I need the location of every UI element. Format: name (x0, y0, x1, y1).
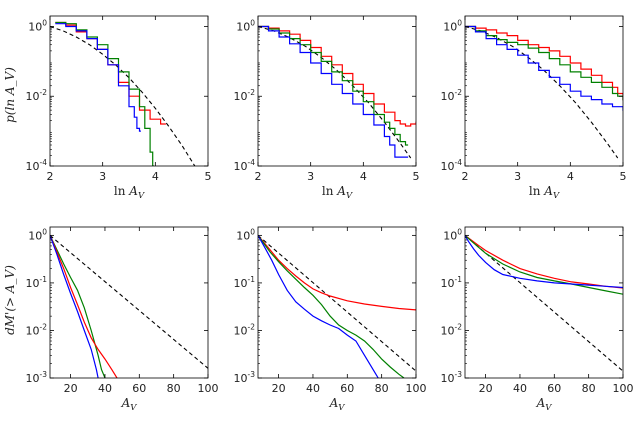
series-red-panel-4 (258, 235, 416, 311)
ytick-label: 10-1 (441, 275, 463, 290)
ytick-label: 100 (236, 18, 255, 33)
series-green-panel-2 (465, 25, 623, 101)
axes-frame-panel-2 (464, 15, 624, 167)
xtick-label: 3 (307, 170, 314, 183)
series-reference-panel-1 (258, 25, 412, 159)
xtick-label: 60 (340, 382, 354, 395)
xtick-label: 100 (198, 382, 219, 395)
panel-bottom-middle: 20 40 60 80 100 10-3 10-2 10-1 100 AV (234, 226, 427, 413)
panel-bottom-right: 20 40 60 80 100 10-3 10-2 10-1 100 AV (441, 226, 634, 413)
series-green-panel-3 (50, 235, 106, 378)
ytick-label: 100 (28, 18, 47, 33)
ytick-label: 10-2 (441, 322, 463, 337)
xtick-label: 5 (620, 170, 627, 183)
series-red-panel-2 (465, 25, 623, 101)
ytick-label: 10-2 (26, 322, 48, 337)
xtick-label: 20 (479, 382, 493, 395)
ytick-label: 100 (28, 227, 47, 242)
panel-bottom-left: 20 40 60 80 100 10-3 10-2 10-1 100 AV (26, 226, 219, 413)
axes-frame-panel-1 (257, 15, 417, 167)
series-reference-panel-0 (50, 25, 196, 166)
ylabel-top: p(ln A_V) (3, 67, 17, 123)
xtick-label: 5 (413, 170, 420, 183)
xtick-label: 40 (513, 382, 527, 395)
series-blue-panel-5 (465, 235, 623, 289)
ytick-label: 10-4 (234, 158, 256, 173)
panel-top-left: 2 3 4 5 10-4 10-2 100 ln AV (26, 15, 212, 201)
series-green-panel-0 (55, 21, 154, 166)
ytick-label: 100 (236, 227, 255, 242)
ytick-label: 100 (443, 227, 462, 242)
ytick-label: 10-2 (234, 88, 256, 103)
series-blue-panel-4 (258, 235, 379, 378)
series-green-panel-4 (258, 235, 405, 378)
xtick-label: 20 (64, 382, 78, 395)
series-green-panel-5 (465, 234, 623, 295)
ytick-label: 10-2 (441, 88, 463, 103)
axes-frame-panel-3 (49, 226, 209, 379)
ytick-label: 10-4 (26, 158, 48, 173)
ytick-label: 100 (443, 18, 462, 33)
xtick-label: 80 (582, 382, 596, 395)
axes-frame-panel-5 (464, 226, 624, 379)
xtick-label: 40 (306, 382, 320, 395)
ytick-label: 10-3 (26, 370, 48, 385)
xtick-label: 60 (547, 382, 561, 395)
series-blue-panel-0 (55, 23, 141, 132)
ytick-label: 10-3 (234, 370, 256, 385)
xtick-label: 4 (152, 170, 159, 183)
series-blue-panel-3 (50, 235, 99, 378)
series-red-panel-3 (50, 235, 118, 378)
series-reference-panel-4 (258, 234, 416, 372)
xtick-label: 80 (167, 382, 181, 395)
series-red-panel-5 (465, 234, 623, 289)
xtick-label: 4 (567, 170, 574, 183)
ytick-label: 10-3 (441, 370, 463, 385)
xtick-label: 100 (406, 382, 427, 395)
xlabel-panel-4: AV (329, 396, 346, 413)
xlabel-panel-5: AV (536, 396, 553, 413)
xlabel-panel-1: ln AV (322, 184, 353, 201)
xtick-label: 2 (462, 170, 469, 183)
xtick-label: 4 (360, 170, 367, 183)
ytick-label: 10-1 (26, 275, 48, 290)
panel-top-middle: 2 3 4 5 10-4 10-2 100 ln AV (234, 15, 420, 201)
xlabel-panel-0: ln AV (114, 184, 145, 201)
xtick-label: 5 (205, 170, 212, 183)
ytick-label: 10-2 (26, 88, 48, 103)
xtick-label: 20 (272, 382, 286, 395)
ytick-label: 10-4 (441, 158, 463, 173)
ytick-label: 10-2 (234, 322, 256, 337)
xtick-label: 60 (132, 382, 146, 395)
ytick-label: 10-1 (234, 275, 256, 290)
xtick-label: 2 (255, 170, 262, 183)
panel-top-right: 2 3 4 5 10-4 10-2 100 ln AV (441, 15, 627, 201)
xtick-label: 100 (613, 382, 634, 395)
xtick-label: 3 (99, 170, 106, 183)
series-red-panel-1 (258, 25, 416, 127)
series-green-panel-1 (258, 25, 409, 146)
ylabel-bottom: dM'(> A_V) (3, 265, 17, 335)
xtick-label: 2 (47, 170, 54, 183)
xlabel-panel-3: AV (121, 396, 138, 413)
xtick-label: 80 (375, 382, 389, 395)
series-red-panel-0 (55, 21, 166, 125)
xtick-label: 3 (514, 170, 521, 183)
series-blue-panel-2 (465, 25, 623, 111)
series-blue-panel-1 (258, 25, 409, 158)
axes-frame-panel-4 (257, 226, 417, 379)
xlabel-panel-2: ln AV (529, 184, 560, 201)
axes-frame-panel-0 (49, 15, 209, 167)
series-reference-panel-2 (465, 25, 619, 159)
xtick-label: 40 (98, 382, 112, 395)
